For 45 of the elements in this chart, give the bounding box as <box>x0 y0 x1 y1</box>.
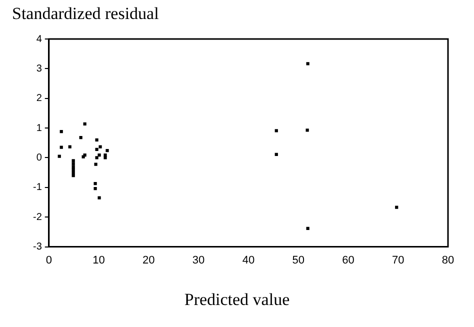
point <box>68 145 72 148</box>
point <box>104 154 107 157</box>
y-tick-label: 1 <box>36 122 42 134</box>
point <box>72 159 75 162</box>
point <box>95 156 98 160</box>
point <box>274 129 278 132</box>
point <box>98 145 102 148</box>
y-tick-label: 3 <box>36 63 42 74</box>
point <box>95 138 98 142</box>
point <box>83 122 86 126</box>
point <box>98 196 101 200</box>
point <box>79 136 82 140</box>
x-tick-label: 10 <box>92 254 105 266</box>
x-tick-label: 80 <box>442 254 454 266</box>
point <box>58 154 61 158</box>
point <box>395 206 398 209</box>
point <box>106 149 109 152</box>
y-tick-label: 4 <box>36 34 42 45</box>
y-tick-label: 2 <box>36 93 42 104</box>
point <box>94 187 97 190</box>
x-tick-label: 30 <box>192 254 205 266</box>
point <box>274 152 278 156</box>
point <box>306 226 310 230</box>
x-tick-label: 20 <box>142 254 155 266</box>
point <box>94 162 98 166</box>
y-tick-label: -3 <box>32 242 42 253</box>
x-tick-label: 0 <box>46 254 52 266</box>
point <box>98 154 101 157</box>
x-tick-label: 60 <box>342 254 354 266</box>
x-tick-label: 40 <box>242 254 255 266</box>
point <box>72 174 75 178</box>
point <box>60 146 63 149</box>
point <box>104 156 107 160</box>
y-tick-label: -1 <box>32 182 42 194</box>
x-tick-label: 50 <box>292 254 304 266</box>
point <box>306 128 309 132</box>
point <box>95 148 98 151</box>
y-tick-label: 0 <box>36 152 42 164</box>
point <box>60 130 63 134</box>
point <box>306 62 310 66</box>
x-tick-label: 70 <box>392 254 404 266</box>
y-tick-label: -2 <box>32 212 42 223</box>
point <box>94 182 97 186</box>
x-axis-title: Predicted value <box>183 290 291 310</box>
y-axis-title: Standardized residual <box>12 4 159 24</box>
